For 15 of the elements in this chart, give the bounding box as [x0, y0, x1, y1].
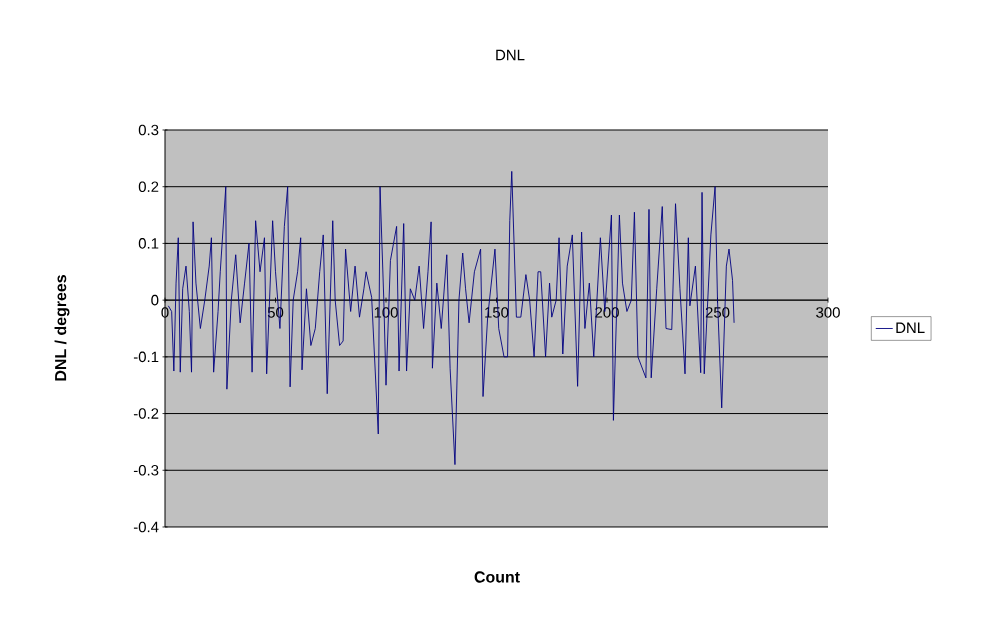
- chart-title: DNL: [496, 49, 525, 61]
- y-tick-label: 0.2: [138, 181, 159, 192]
- y-axis-title: DNL / degrees: [54, 275, 70, 381]
- y-tick-label: 0: [151, 294, 159, 306]
- y-tick-label: -0.1: [133, 351, 159, 363]
- y-tick-label: -0.3: [133, 464, 159, 476]
- y-tick-label: -0.4: [133, 521, 159, 533]
- legend-label: DNL: [896, 322, 925, 333]
- x-tick-label: 0: [161, 307, 169, 318]
- y-tick-label: 0.3: [138, 124, 159, 136]
- y-tick-label: 0.1: [138, 238, 159, 249]
- y-tick-label: -0.2: [133, 408, 159, 419]
- x-axis-title: Count: [474, 571, 520, 583]
- x-tick-label: 300: [816, 307, 840, 318]
- line-series: [167, 170, 735, 466]
